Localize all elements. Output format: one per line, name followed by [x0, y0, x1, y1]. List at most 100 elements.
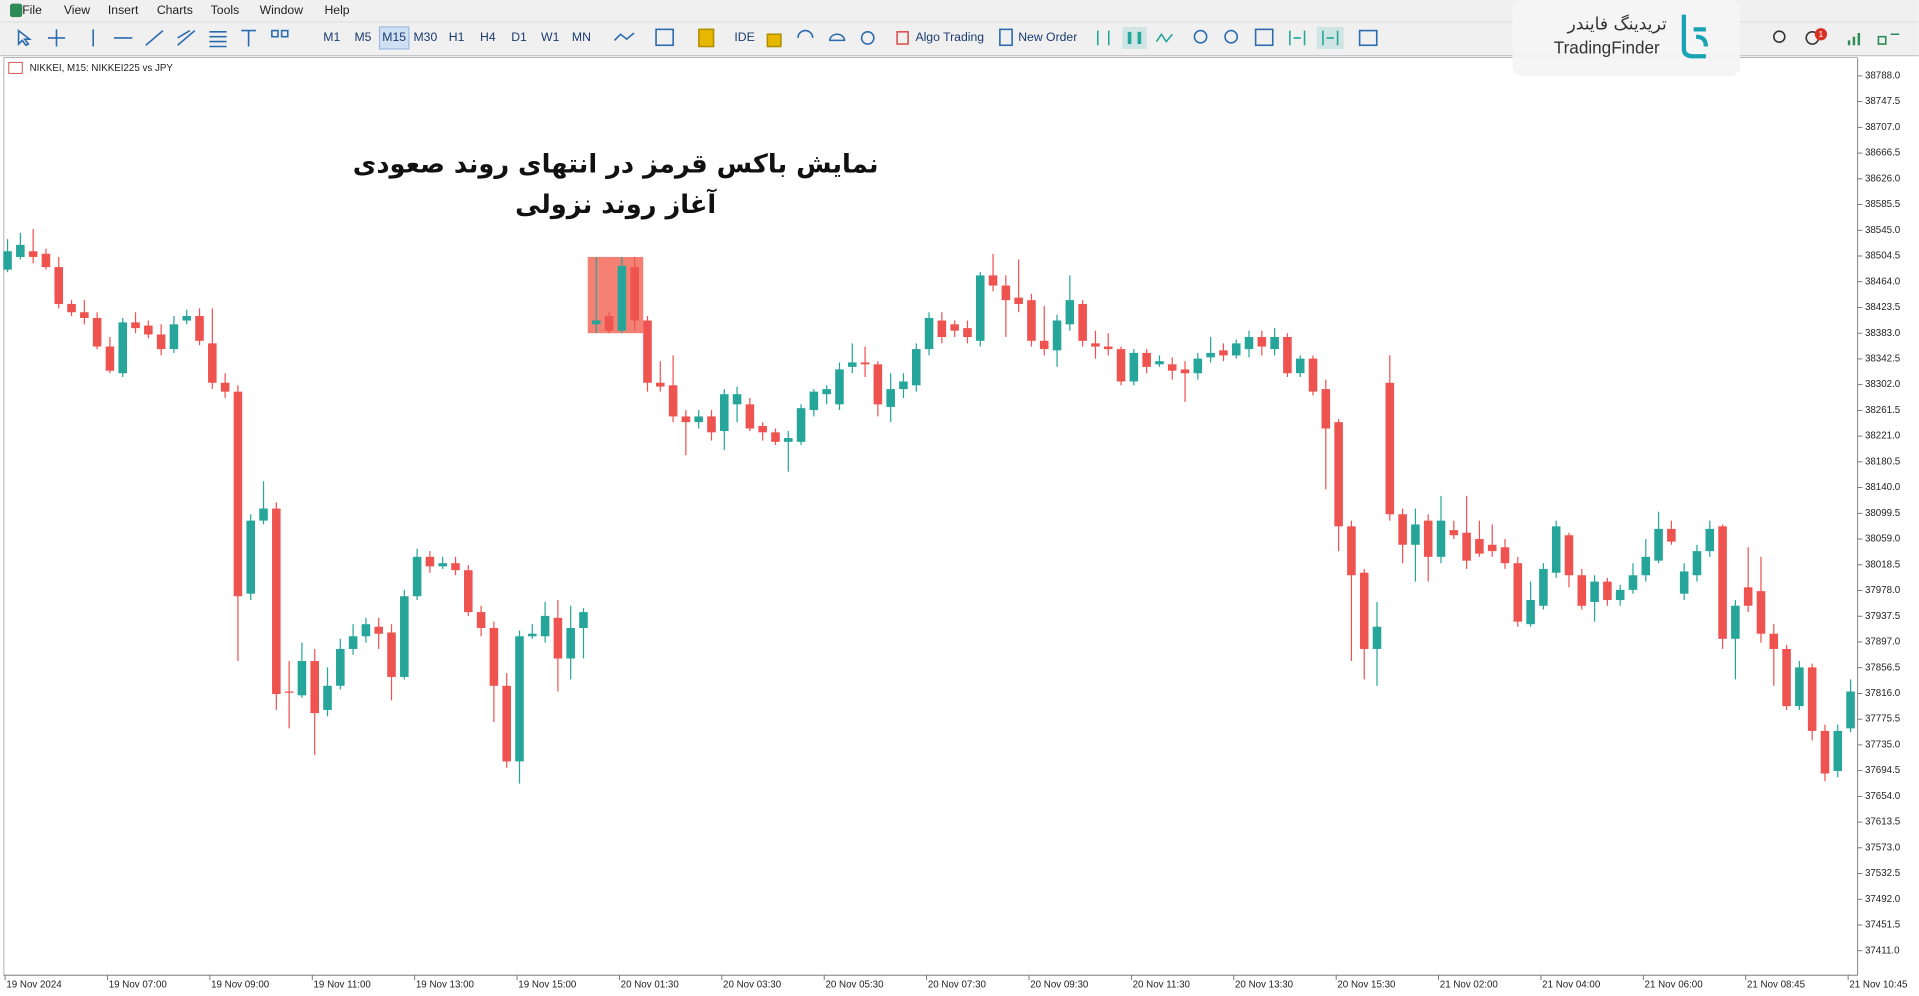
menu-item[interactable]: Insert	[108, 3, 139, 17]
algo-trading-button[interactable]: Algo Trading	[915, 30, 984, 44]
candle-body	[1347, 526, 1356, 576]
scroll-icon[interactable]	[1289, 30, 1306, 46]
order-icon[interactable]	[999, 28, 1013, 47]
candle-body	[1551, 526, 1561, 573]
x-tick-label: 21 Nov 06:00	[1645, 980, 1704, 991]
candle-body	[809, 391, 819, 411]
candle-body	[886, 389, 895, 407]
candle-body	[1449, 530, 1459, 536]
menu-item[interactable]: View	[64, 3, 90, 17]
y-tick-label: 38099.5	[1865, 508, 1901, 519]
candle-body	[1142, 352, 1151, 367]
template-icon[interactable]	[655, 28, 674, 47]
crosshair-icon[interactable]	[47, 29, 66, 47]
timeframe-button[interactable]: D1	[511, 30, 527, 44]
indicator-icon[interactable]	[613, 32, 635, 41]
trendline-icon[interactable]	[145, 29, 164, 46]
candle-body	[873, 364, 883, 405]
service-icons[interactable]	[797, 29, 875, 45]
candle-body	[1475, 539, 1484, 554]
menu-item[interactable]: File	[22, 3, 42, 17]
candles-icon[interactable]	[1127, 31, 1142, 45]
candle-body	[822, 389, 831, 395]
y-tick-label: 38342.5	[1865, 354, 1901, 365]
x-tick-label: 21 Nov 02:00	[1440, 980, 1499, 991]
y-tick-label: 38180.5	[1865, 456, 1901, 467]
signal-icon[interactable]	[1847, 33, 1861, 46]
timeframe-button[interactable]: W1	[541, 30, 560, 44]
zoom-in-icon[interactable]	[1193, 29, 1208, 44]
tile-icon[interactable]	[1254, 28, 1274, 47]
line-icon[interactable]	[1155, 32, 1174, 43]
x-tick-label: 20 Nov 11:30	[1133, 980, 1191, 991]
candle-body	[604, 316, 614, 331]
y-tick-label: 38018.5	[1865, 559, 1901, 570]
new-order-button[interactable]: New Order	[1018, 30, 1077, 44]
candle-body	[1167, 364, 1177, 371]
candle-body	[1807, 667, 1817, 731]
market-icon[interactable]	[698, 28, 715, 48]
lock-icon[interactable]	[766, 33, 782, 48]
candle-body	[348, 636, 358, 649]
shift-icon[interactable]	[1322, 30, 1339, 46]
candle-body	[259, 508, 268, 521]
zoom-out-icon[interactable]	[1224, 29, 1239, 44]
y-tick-label: 37613.5	[1865, 817, 1901, 828]
candle-body	[92, 317, 102, 347]
candle-body	[272, 508, 281, 695]
y-tick-label: 38464.0	[1865, 276, 1901, 287]
menu-item[interactable]: Tools	[211, 3, 240, 17]
algo-icon[interactable]	[896, 31, 909, 45]
timeframe-button[interactable]: M5	[355, 30, 372, 44]
candle-body	[476, 612, 486, 628]
candle-body	[1692, 551, 1702, 576]
candle-body	[1423, 520, 1433, 557]
timeframe-button[interactable]: H1	[449, 30, 465, 44]
candle-body	[1590, 581, 1599, 602]
search-icon[interactable]	[1773, 30, 1786, 44]
menu-item[interactable]: Charts	[157, 3, 193, 17]
candle-body	[1654, 528, 1663, 561]
chart-label: NIKKEI, M15: NIKKEI225 vs JPY	[30, 63, 174, 74]
candle-body	[489, 627, 499, 686]
bars-icon[interactable]	[1096, 30, 1110, 46]
y-tick-label: 37451.5	[1865, 920, 1901, 931]
candle-body	[1526, 600, 1535, 625]
candle-body	[1372, 626, 1382, 649]
candle-body	[208, 343, 217, 383]
screenshot-icon[interactable]	[1358, 29, 1378, 47]
candle-body	[1206, 352, 1215, 358]
timeframe-button[interactable]: H4	[480, 30, 496, 44]
candle-body	[617, 265, 627, 331]
menu-item[interactable]: Window	[260, 3, 304, 17]
y-tick-label: 37856.5	[1865, 662, 1901, 673]
text-icon[interactable]	[241, 29, 256, 47]
candle-body	[1833, 730, 1843, 771]
candle-body	[566, 627, 575, 659]
candle-body	[1283, 337, 1292, 374]
shapes-icon[interactable]	[271, 29, 279, 38]
candle-body	[681, 416, 691, 423]
timeframe-button[interactable]: MN	[572, 30, 591, 44]
x-tick-label: 21 Nov 08:45	[1747, 980, 1806, 991]
candle-body	[336, 648, 345, 686]
cursor-icon[interactable]	[17, 28, 32, 47]
timeframe-button[interactable]: M15	[382, 30, 406, 44]
candle-body	[1103, 346, 1113, 350]
candle-body	[1436, 520, 1446, 557]
candle-body	[1743, 587, 1753, 606]
timeframe-button[interactable]: M30	[414, 30, 438, 44]
candle-body	[1398, 514, 1407, 545]
fibo-icon[interactable]	[209, 31, 227, 48]
candle-body	[425, 556, 435, 567]
candle-body	[1270, 337, 1279, 350]
timeframe-button[interactable]: M1	[323, 30, 340, 44]
menu-item[interactable]: Help	[324, 3, 349, 17]
candle-body	[847, 362, 857, 367]
ide-button[interactable]: IDE	[734, 30, 754, 44]
channel-icon[interactable]	[177, 29, 196, 46]
candle-body	[1155, 361, 1164, 365]
y-tick-label: 38504.5	[1865, 251, 1901, 262]
